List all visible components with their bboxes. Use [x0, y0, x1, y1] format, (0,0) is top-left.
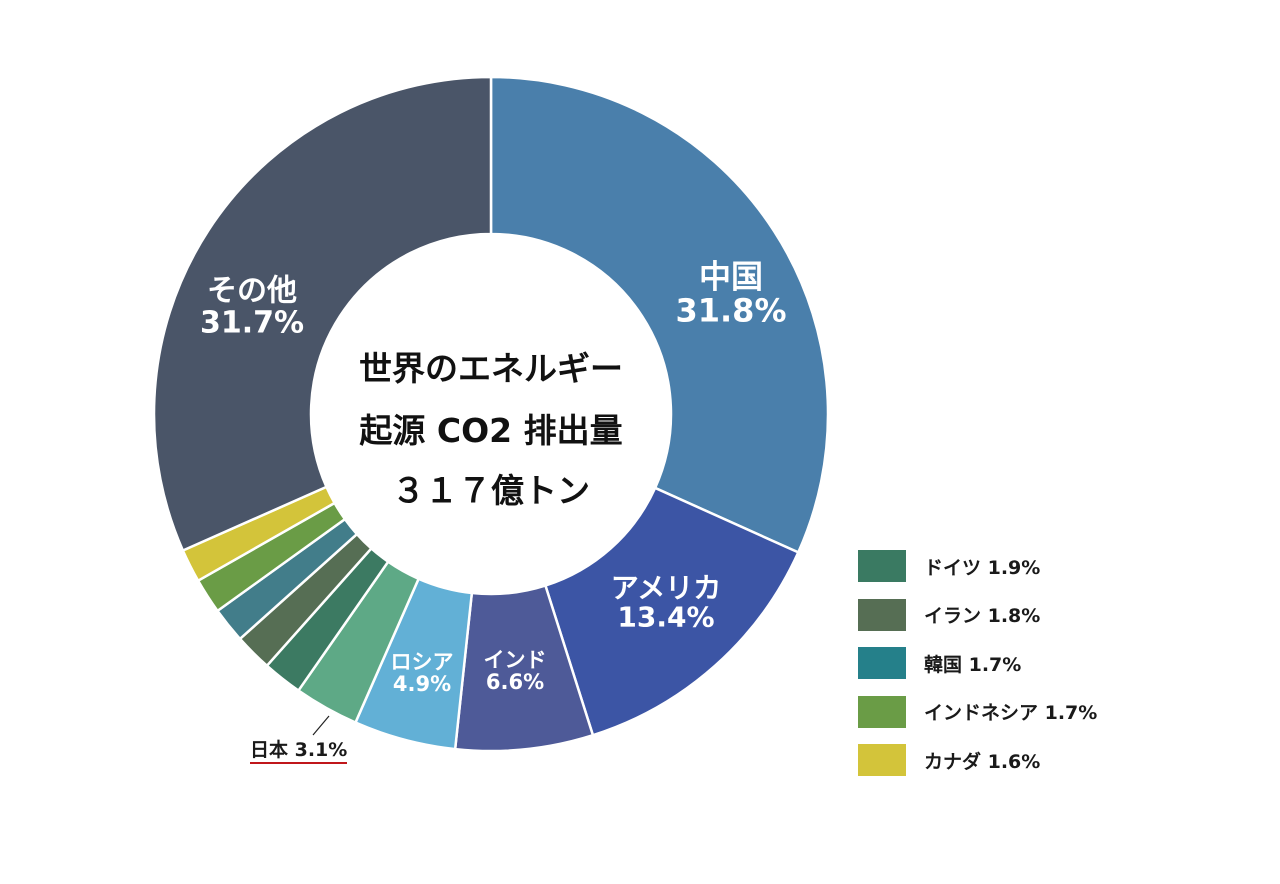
label-usa-name: アメリカ	[610, 571, 722, 605]
slice-1	[543, 486, 800, 737]
label-japan: 日本 3.1%	[250, 738, 348, 764]
legend-label-germany: ドイツ 1.9%	[924, 556, 1041, 579]
donut-slices	[152, 75, 830, 753]
label-china-name: 中国	[698, 257, 764, 296]
legend-item-korea: 韓国 1.7%	[858, 647, 1097, 679]
label-china-pct: 31.8%	[675, 291, 787, 329]
label-russia: ロシア 4.9%	[391, 651, 454, 695]
label-india-pct: 6.6%	[485, 670, 545, 694]
center-title-line-2: 起源 CO2 排出量	[359, 411, 623, 450]
label-other: その他 31.7%	[199, 273, 305, 340]
legend-item-iran: イラン 1.8%	[858, 598, 1097, 631]
label-usa: アメリカ 13.4%	[610, 571, 722, 634]
center-title-line-3: ３１７億トン	[392, 471, 590, 510]
legend-item-germany: ドイツ 1.9%	[858, 550, 1097, 582]
legend-swatch-korea	[858, 647, 906, 679]
label-russia-name: ロシア	[390, 649, 454, 674]
slice-0	[489, 75, 830, 555]
label-other-name: その他	[206, 273, 297, 309]
label-russia-pct: 4.9%	[392, 672, 452, 696]
label-china: 中国 31.8%	[675, 260, 786, 327]
label-india-name: インド	[483, 647, 547, 672]
label-india: インド 6.6%	[484, 649, 547, 693]
legend-item-indonesia: インドネシア 1.7%	[858, 695, 1098, 728]
label-other-pct: 31.7%	[199, 305, 305, 340]
japan-callout-line	[312, 715, 330, 736]
legend-label-iran: イラン 1.8%	[924, 605, 1041, 627]
legend-swatch-canada	[858, 744, 906, 776]
legend-label-indonesia: インドネシア 1.7%	[924, 702, 1098, 724]
legend-swatch-germany	[858, 550, 906, 582]
label-usa-pct: 13.4%	[617, 601, 715, 634]
legend-swatch-iran	[858, 598, 906, 631]
legend-label-canada: カナダ 1.6%	[924, 750, 1041, 773]
legend: ドイツ 1.9% イラン 1.8% 韓国 1.7% インドネシア 1.7% カナ…	[858, 550, 1097, 793]
center-title-line-1: 世界のエネルギー	[359, 349, 623, 388]
legend-label-korea: 韓国 1.7%	[924, 653, 1022, 676]
legend-swatch-indonesia	[858, 695, 906, 728]
slice-10	[152, 75, 493, 553]
legend-item-canada: カナダ 1.6%	[858, 744, 1097, 776]
